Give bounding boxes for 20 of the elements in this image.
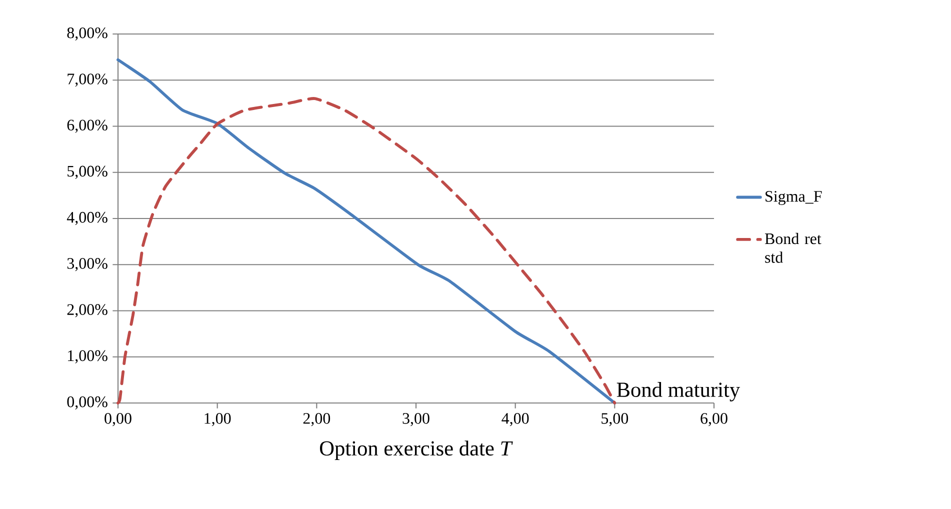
y-tick-label: 4,00%: [66, 212, 108, 226]
legend-label: Bond ret std: [764, 232, 822, 263]
y-tick-label: 1,00%: [68, 350, 108, 364]
x-tick-label: 1,00: [204, 413, 231, 426]
x-tick-label: 2,00: [303, 413, 330, 426]
x-tick-label: 3,00: [402, 413, 430, 426]
x-tick-label: 5,00: [602, 413, 628, 426]
y-tick-label: 6,00%: [67, 120, 108, 133]
y-tick-label: 7,00%: [68, 74, 108, 87]
y-tick-label: 0,00%: [67, 396, 108, 410]
y-tick-label: 8,00%: [67, 27, 108, 41]
annotation: Bond maturity: [616, 382, 740, 402]
x-tick-label: 6,00: [700, 413, 728, 426]
x-tick-label: 0,00: [104, 413, 132, 426]
y-tick-label: 3,00%: [67, 258, 108, 272]
y-tick-label: 2,00%: [67, 304, 108, 318]
x-axis-title: Option exercise date T: [320, 440, 513, 460]
y-tick-label: 5,00%: [68, 166, 108, 179]
x-tick-label: 4,00: [502, 413, 529, 426]
legend-label: Sigma_F: [766, 190, 822, 206]
